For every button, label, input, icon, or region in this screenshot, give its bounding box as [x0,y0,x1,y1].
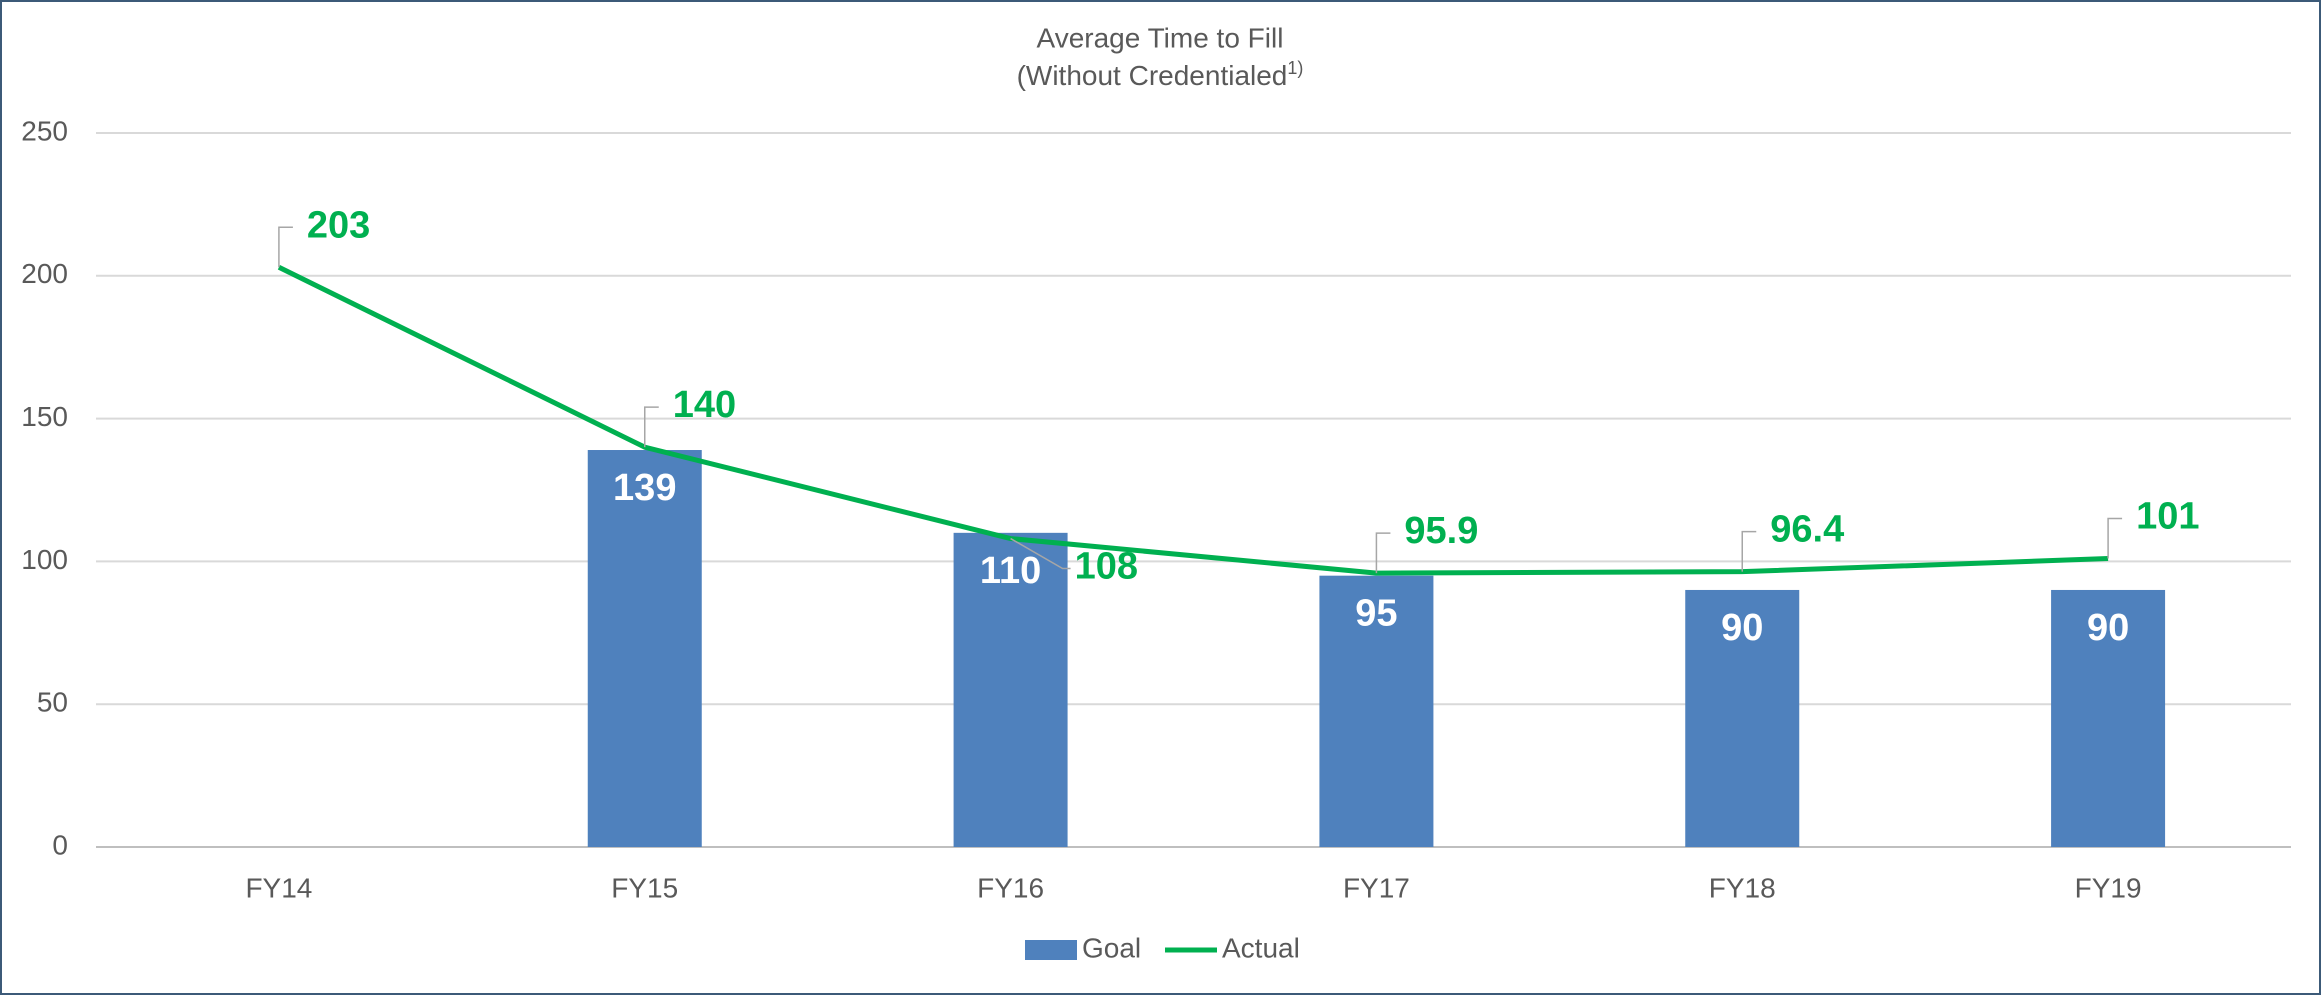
line [277,264,2109,576]
y-tick-label: 250 [21,115,68,146]
x-tick-label: FY16 [977,872,1044,903]
leader-line [2107,517,2123,559]
bar-value-label: 90 [1721,607,1763,649]
leader-line [644,406,659,448]
subtitle-superscript: 1) [1287,58,1303,78]
y-tick-label: 0 [52,829,68,860]
bar [1685,589,1800,847]
chart-title: Average Time to Fill [1037,22,1284,53]
bar [587,450,702,847]
y-tick-label: 100 [21,544,68,575]
legend-swatch [1025,940,1077,960]
subtitle-text: (Without Credentialed [1017,60,1288,91]
leader-line [278,226,293,268]
leader-line [1010,537,1071,570]
line-value-label: 108 [1075,546,1138,588]
legend-label: Goal [1082,932,1141,963]
bar-value-label: 90 [2087,607,2129,649]
y-tick-label: 200 [21,258,68,289]
legend-label: Actual [1222,932,1300,963]
x-tick-label: FY18 [1709,872,1776,903]
leader-line [1375,532,1391,574]
bar [2051,589,2166,847]
leader-line [1741,530,1757,572]
x-tick-label: FY14 [245,872,312,903]
bar [953,532,1068,847]
line-value-label: 96.4 [1770,509,1844,551]
chart-subtitle: (Without Credentialed1) [1017,58,1304,92]
y-tick-label: 50 [37,687,68,718]
bar-value-label: 110 [980,550,1041,592]
line-value-label: 140 [673,384,736,426]
x-tick-label: FY15 [611,872,678,903]
bar [1319,575,1434,847]
line-value-label: 101 [2136,496,2199,538]
bar-value-label: 139 [613,467,676,509]
bar-value-label: 95 [1355,593,1397,635]
line-value-label: 95.9 [1404,510,1478,552]
line-value-label: 203 [307,204,370,246]
x-tick-label: FY19 [2075,872,2142,903]
x-tick-label: FY17 [1343,872,1410,903]
y-tick-label: 150 [21,401,68,432]
